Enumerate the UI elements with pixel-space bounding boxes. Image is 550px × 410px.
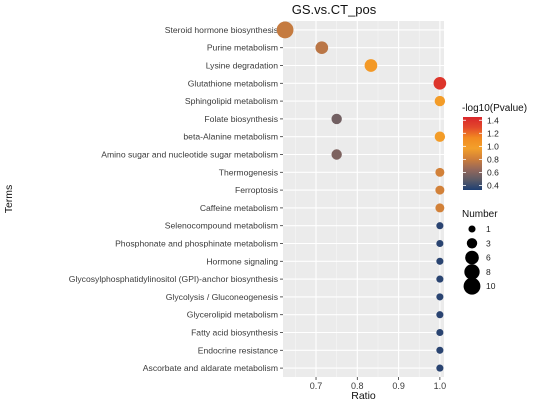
size-legend-label: 8 [486,267,491,277]
size-legend-label: 6 [486,253,491,263]
point-glycosylphosphatidylinositol-gpi-anchor-biosynthesis [436,275,444,283]
term-label-ascorbate-and-aldarate-metabolism: Ascorbate and aldarate metabolism [143,363,278,373]
x-tick-label: 1.0 [434,381,447,391]
point-ferroptosis [435,185,445,195]
color-bar [463,117,482,190]
point-amino-sugar-and-nucleotide-sugar-metabolism [331,149,342,160]
term-label-glycerolipid-metabolism: Glycerolipid metabolism [187,310,278,320]
point-beta-alanine-metabolism [434,131,446,142]
point-glycerolipid-metabolism [436,311,444,319]
term-label-ferroptosis: Ferroptosis [235,185,278,195]
plot-panel [283,21,444,377]
point-fatty-acid-biosynthesis [436,328,444,337]
size-legend-dot [464,264,480,280]
point-glycolysis-gluconeogenesis [436,293,444,301]
size-legend-label: 1 [486,224,491,234]
color-legend-label: 0.4 [487,180,499,190]
term-label-phosphonate-and-phosphinate-metabolism: Phosphonate and phosphinate metabolism [115,239,278,249]
size-legend-title: Number [462,209,498,220]
point-lysine-degradation [364,59,378,72]
color-legend-title: -log10(Pvalue) [462,103,527,114]
point-glutathione-metabolism [433,76,447,90]
color-legend-label: 1.0 [487,141,499,151]
term-label-steroid-hormone-biosynthesis: Steroid hormone biosynthesis [165,25,278,35]
point-folate-biosynthesis [331,113,342,125]
x-axis-title: Ratio [351,390,376,402]
size-legend-dot [465,250,479,265]
term-label-selenocompound-metabolism: Selenocompound metabolism [165,221,278,231]
point-sphingolipid-metabolism [434,95,446,107]
point-purine-metabolism [315,41,329,55]
term-label-lysine-degradation: Lysine degradation [206,61,279,71]
point-hormone-signaling [436,257,444,265]
term-label-hormone-signaling: Hormone signaling [206,256,278,266]
y-axis-title: Terms [3,185,15,214]
x-tick-label: 0.7 [310,381,323,391]
color-legend-label: 1.4 [487,115,499,125]
size-legend-dot [468,225,476,233]
term-label-glycolysis-gluconeogenesis: Glycolysis / Gluconeogenesis [166,292,278,302]
size-legend-label: 3 [486,238,491,248]
term-label-amino-sugar-and-nucleotide-sugar-metabolism: Amino sugar and nucleotide sugar metabol… [101,150,278,160]
term-label-folate-biosynthesis: Folate biosynthesis [204,114,278,124]
x-tick-label: 0.8 [351,381,364,391]
term-label-beta-alanine-metabolism: beta-Alanine metabolism [183,132,278,142]
size-legend-dot [463,277,481,295]
chart-title: GS.vs.CT_pos [292,2,377,17]
point-endocrine-resistance [436,346,444,354]
term-label-sphingolipid-metabolism: Sphingolipid metabolism [185,96,278,106]
color-legend-label: 1.2 [487,128,499,138]
term-label-purine-metabolism: Purine metabolism [207,43,278,53]
term-label-thermogenesis: Thermogenesis [219,167,278,177]
point-phosphonate-and-phosphinate-metabolism [436,239,444,248]
term-label-fatty-acid-biosynthesis: Fatty acid biosynthesis [191,328,278,338]
point-caffeine-metabolism [435,203,445,213]
color-legend-label: 0.8 [487,154,499,164]
point-thermogenesis [435,167,445,177]
term-label-glutathione-metabolism: Glutathione metabolism [188,78,278,88]
point-selenocompound-metabolism [436,222,444,230]
point-ascorbate-and-aldarate-metabolism [436,364,444,372]
term-label-caffeine-metabolism: Caffeine metabolism [200,203,278,213]
size-legend-dot [466,238,478,249]
term-label-endocrine-resistance: Endocrine resistance [198,345,278,355]
term-label-glycosylphosphatidylinositol-gpi-anchor-biosynthesis: Glycosylphosphatidylinositol (GPI)-ancho… [69,274,278,284]
x-tick-label: 0.9 [392,381,405,391]
color-legend-label: 0.6 [487,167,499,177]
point-steroid-hormone-biosynthesis [276,21,294,39]
size-legend-label: 10 [486,281,496,291]
